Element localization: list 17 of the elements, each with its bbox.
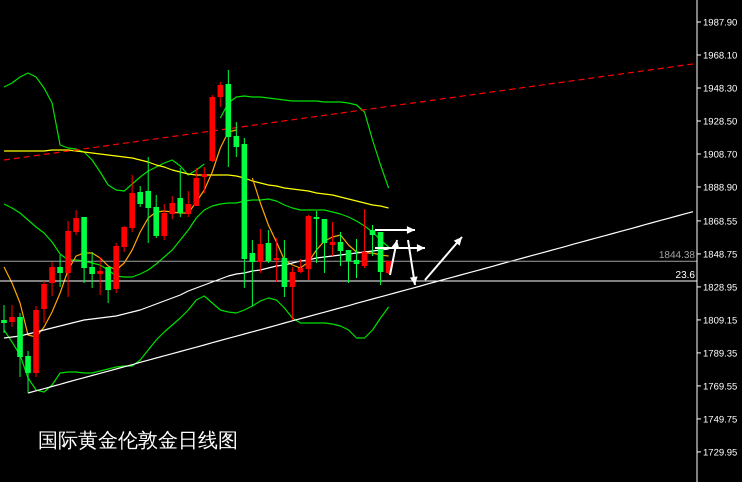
y-tick-label: 1789.35 (703, 348, 738, 360)
y-tick-label: 1908.70 (703, 150, 738, 160)
y-tick-label: 1749.75 (703, 414, 738, 426)
y-tick-label: 1948.30 (703, 84, 738, 94)
y-tick-label: 1987.90 (703, 18, 738, 28)
y-tick-label: 1928.50 (703, 116, 738, 128)
ref-line-label: 1844.38 (658, 250, 696, 262)
y-tick-label: 1828.95 (703, 282, 738, 294)
y-tick-label: 1868.55 (703, 216, 738, 228)
y-tick-label: 1888.90 (703, 182, 738, 194)
y-tick-label: 1848.75 (703, 249, 738, 260)
y-tick-label: 1968.10 (703, 50, 738, 62)
y-tick-label: 1809.15 (703, 315, 738, 326)
y-tick-label: 1729.95 (703, 447, 738, 458)
annotation: 23.6 (676, 270, 695, 281)
y-tick-label: 1769.55 (703, 381, 738, 392)
title: 国际黄金伦敦金日线图 (38, 430, 238, 452)
